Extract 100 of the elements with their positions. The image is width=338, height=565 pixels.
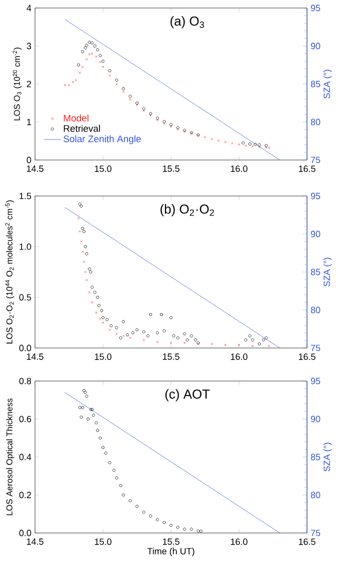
point xyxy=(254,142,257,146)
point xyxy=(102,446,104,450)
point xyxy=(258,146,261,148)
y-tick-label: 2 xyxy=(26,80,32,88)
point xyxy=(81,406,84,410)
point xyxy=(170,316,172,320)
point xyxy=(97,304,100,307)
y2-axis-title: SZA (°) xyxy=(323,70,332,98)
x-tick-label: 15.5 xyxy=(162,538,180,545)
x-tick-label: 14.5 xyxy=(26,538,44,545)
point xyxy=(106,318,109,322)
point xyxy=(89,408,92,412)
point xyxy=(93,44,96,48)
point xyxy=(258,342,261,346)
point xyxy=(242,141,245,144)
y-axis-title: LOS Aerosol Optical Thickness xyxy=(6,398,14,516)
y2-tick-label: 95 xyxy=(310,378,320,384)
y2-tick-label: 80 xyxy=(310,492,320,498)
point xyxy=(104,452,108,455)
text: (a) O$_{3}$ xyxy=(170,16,204,28)
point xyxy=(149,514,152,518)
point xyxy=(190,334,193,338)
point xyxy=(119,336,122,340)
y2-axis-title: SZA (°) xyxy=(323,258,332,286)
point xyxy=(176,336,180,340)
point xyxy=(112,468,116,472)
point xyxy=(264,336,268,340)
y2-tick-label: 75 xyxy=(310,156,320,164)
point xyxy=(84,46,87,50)
y-tick-label: 4 xyxy=(26,4,32,12)
x-tick-label: 16.5 xyxy=(298,354,316,360)
y2-tick-label: 75 xyxy=(310,530,320,536)
y2-tick-label: 95 xyxy=(310,192,320,200)
point xyxy=(122,87,125,90)
point xyxy=(146,334,150,338)
y2-tick-label: 90 xyxy=(310,416,320,422)
point xyxy=(128,94,132,98)
point xyxy=(115,82,118,86)
point xyxy=(110,324,113,328)
point xyxy=(149,313,152,316)
point xyxy=(90,41,94,44)
y-tick-label: 0.8 xyxy=(19,378,32,384)
x-tick-label: 15.5 xyxy=(162,354,180,360)
y-tick-label: 0.0 xyxy=(19,530,32,536)
point xyxy=(80,204,83,208)
point xyxy=(186,338,189,342)
point xyxy=(248,142,252,146)
point xyxy=(142,330,146,334)
point xyxy=(251,338,254,342)
point xyxy=(258,143,261,146)
y-tick-label: 1.5 xyxy=(20,192,32,200)
y-tick-label: 1.0 xyxy=(20,243,32,250)
point xyxy=(88,267,91,270)
point xyxy=(102,60,104,63)
y-tick-label: 0.4 xyxy=(19,454,32,460)
point xyxy=(176,526,180,529)
point xyxy=(102,66,104,68)
point xyxy=(135,328,138,332)
point xyxy=(115,78,118,82)
point xyxy=(90,286,94,289)
point xyxy=(199,530,202,533)
x-tick-label: 16.0 xyxy=(230,538,248,545)
point xyxy=(224,344,227,346)
point xyxy=(88,40,91,44)
point xyxy=(81,50,84,54)
point xyxy=(136,101,138,104)
x-tick-label: 16.0 xyxy=(230,354,248,360)
point xyxy=(262,338,265,342)
point xyxy=(238,344,240,346)
point xyxy=(119,484,122,487)
point xyxy=(183,528,186,531)
y2-axis-title: SZA (°) xyxy=(323,442,332,472)
y2-tick-label: 90 xyxy=(310,42,320,50)
point xyxy=(238,143,240,146)
point xyxy=(90,408,94,412)
point xyxy=(131,331,134,334)
point xyxy=(248,334,252,338)
point xyxy=(190,528,193,531)
y-tick-label: 0.6 xyxy=(19,416,32,422)
text: (b) O$_{2}$·O$_{2}$ xyxy=(160,204,214,216)
y2-tick-label: 90 xyxy=(310,230,320,238)
point xyxy=(160,313,163,316)
y-tick-label: 0.5 xyxy=(19,294,32,301)
y2-tick-label: 75 xyxy=(310,344,320,352)
y-axis-title: LOS O$_{3}$ (10$^{20}$ cm$^{-2}$) xyxy=(12,48,22,120)
point xyxy=(84,245,87,248)
point xyxy=(170,342,172,344)
point xyxy=(89,270,92,274)
point xyxy=(93,290,96,294)
point xyxy=(194,338,197,342)
text: (c) AOT xyxy=(165,389,210,402)
point xyxy=(122,320,125,324)
point xyxy=(100,309,104,312)
x-tick-label: 15.0 xyxy=(94,354,112,360)
point xyxy=(170,524,172,527)
y2-tick-label: 85 xyxy=(310,454,320,460)
point xyxy=(72,80,74,84)
point xyxy=(122,494,125,496)
point xyxy=(82,389,86,392)
point xyxy=(85,394,88,398)
